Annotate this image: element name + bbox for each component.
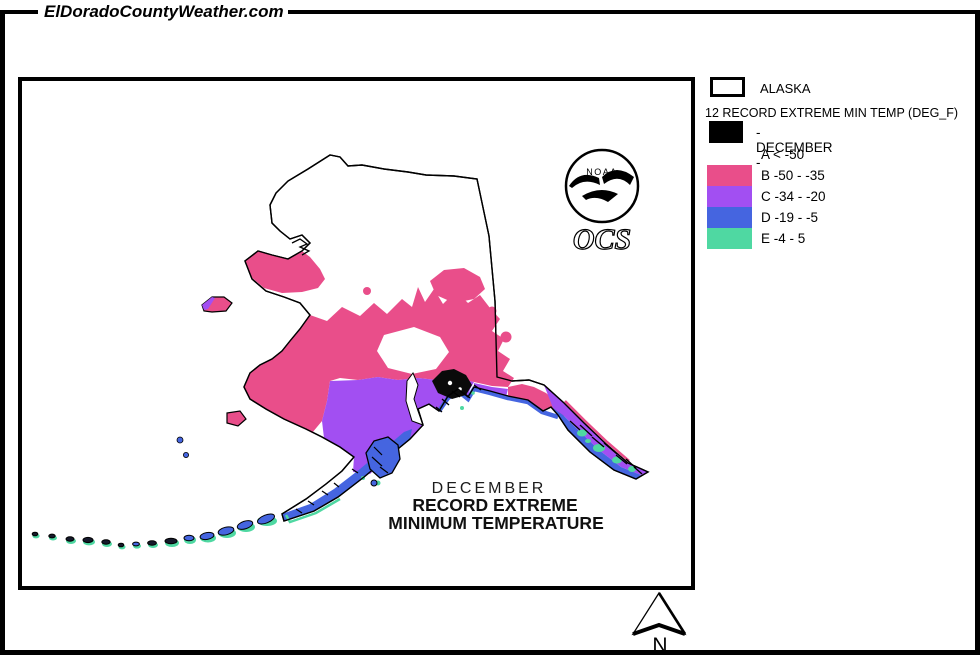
- legend-row-b: B -50 - -35: [707, 165, 826, 186]
- legend-swatch-e: [707, 228, 752, 249]
- legend-december-label: - DECEMBER -: [756, 125, 833, 170]
- north-label: N: [652, 634, 667, 656]
- legend-layer-title: 12 RECORD EXTREME MIN TEMP (DEG_F): [705, 106, 959, 120]
- frame-top-right-segment: [288, 10, 980, 14]
- frame-top-left-segment: [0, 10, 38, 14]
- site-title[interactable]: ElDoradoCountyWeather.com: [44, 2, 284, 21]
- kodiak-island: [365, 436, 401, 487]
- legend-row-a: A < -50: [707, 144, 826, 165]
- region-class-a-hole: [377, 327, 449, 374]
- ocs-logo-text: OCS: [573, 223, 631, 256]
- north-arrow-icon: N: [631, 591, 687, 657]
- legend-class-rows: A < -50 B -50 - -35 C -34 - -20 D -19 - …: [707, 144, 826, 249]
- legend-alaska-label: ALASKA: [760, 81, 811, 96]
- caption-line3: MINIMUM TEMPERATURE: [388, 513, 604, 533]
- region-class-e: [284, 391, 636, 524]
- frame-right: [975, 10, 980, 655]
- legend-row-e: E -4 - 5: [707, 228, 826, 249]
- alaska-map: NOAA OCS DECEMBER RECORD EXTREME MINIMUM…: [31, 148, 650, 550]
- legend-swatch-b: [707, 165, 752, 186]
- frame-bottom: [0, 650, 980, 655]
- legend-row-c: C -34 - -20: [707, 186, 826, 207]
- alaska-coastline: [243, 154, 650, 522]
- alaska-map-frame: NOAA OCS DECEMBER RECORD EXTREME MINIMUM…: [18, 77, 695, 590]
- legend-swatch-a: [707, 144, 752, 165]
- cook-inlet: [405, 372, 424, 426]
- legend-alaska-box: [710, 77, 745, 97]
- caption-month: DECEMBER: [432, 480, 547, 497]
- aleutian-islands: [31, 513, 277, 550]
- legend-row-d: D -19 - -5: [707, 207, 826, 228]
- mountain-speck: [447, 380, 453, 386]
- legend-label-b: B -50 - -35: [761, 168, 825, 183]
- legend-swatch-c: [707, 186, 752, 207]
- legend-label-d: D -19 - -5: [761, 210, 819, 225]
- map-caption: DECEMBER RECORD EXTREME MINIMUM TEMPERAT…: [388, 480, 604, 533]
- legend-swatch-d: [707, 207, 752, 228]
- legend-label-e: E -4 - 5: [761, 231, 806, 246]
- legend-december-box: [709, 121, 743, 143]
- north-arrow: N: [628, 590, 692, 657]
- legend-label-c: C -34 - -20: [761, 189, 826, 204]
- st-lawrence-island: [201, 296, 233, 313]
- nunivak-island: [226, 410, 247, 427]
- caption-line2: RECORD EXTREME: [412, 495, 577, 515]
- noaa-logo-text: NOAA: [586, 167, 618, 177]
- frame-left: [0, 10, 5, 655]
- noaa-logo: NOAA OCS: [564, 148, 640, 257]
- legend-label-a: A < -50: [761, 147, 805, 162]
- bird-icon: [569, 170, 634, 202]
- st-matthew-islands: [176, 436, 189, 458]
